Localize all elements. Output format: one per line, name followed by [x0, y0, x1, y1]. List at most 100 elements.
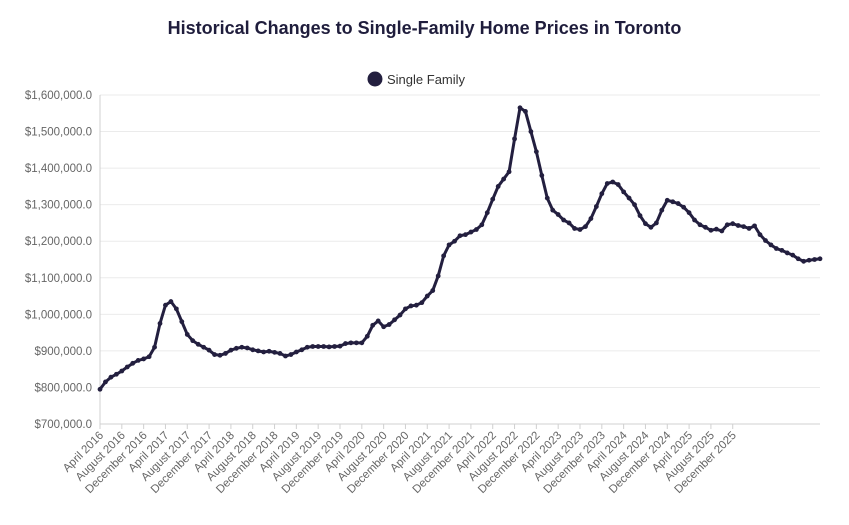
data-point[interactable] — [763, 238, 768, 243]
data-point[interactable] — [113, 371, 119, 377]
data-point[interactable] — [703, 224, 708, 230]
data-point[interactable] — [184, 332, 190, 337]
data-point[interactable] — [621, 189, 627, 195]
data-point[interactable] — [741, 224, 747, 230]
data-point[interactable] — [195, 341, 201, 347]
data-point[interactable] — [261, 349, 267, 355]
data-point[interactable] — [293, 349, 299, 355]
data-point[interactable] — [332, 344, 337, 349]
data-point[interactable] — [452, 238, 457, 244]
data-point[interactable] — [599, 191, 605, 197]
data-point[interactable] — [343, 341, 348, 346]
data-point[interactable] — [495, 183, 501, 189]
data-point[interactable] — [353, 340, 359, 346]
data-point[interactable] — [375, 318, 381, 324]
data-point[interactable] — [364, 333, 370, 339]
data-point[interactable] — [152, 344, 157, 350]
data-point[interactable] — [326, 344, 332, 350]
data-point[interactable] — [441, 253, 447, 259]
data-point[interactable] — [632, 202, 637, 208]
data-point[interactable] — [626, 195, 632, 201]
data-point[interactable] — [517, 105, 523, 111]
data-point[interactable] — [103, 379, 108, 385]
data-point[interactable] — [348, 340, 354, 346]
data-point[interactable] — [724, 222, 730, 228]
data-point[interactable] — [141, 356, 147, 362]
data-point[interactable] — [135, 357, 141, 363]
data-point[interactable] — [435, 273, 441, 279]
data-point[interactable] — [397, 312, 403, 318]
data-point[interactable] — [512, 136, 517, 142]
data-point[interactable] — [244, 345, 250, 351]
legend-label[interactable]: Single Family — [387, 72, 466, 87]
data-point[interactable] — [539, 173, 545, 178]
data-point[interactable] — [119, 368, 125, 374]
data-point[interactable] — [315, 344, 321, 349]
data-point[interactable] — [228, 347, 234, 353]
data-point[interactable] — [653, 220, 659, 226]
data-point[interactable] — [381, 324, 387, 330]
data-point[interactable] — [664, 197, 670, 203]
data-point[interactable] — [146, 354, 152, 360]
data-point[interactable] — [746, 226, 752, 231]
data-point[interactable] — [490, 196, 496, 202]
data-point[interactable] — [168, 299, 174, 304]
data-point[interactable] — [577, 227, 583, 232]
data-point[interactable] — [163, 302, 168, 308]
data-point[interactable] — [659, 207, 665, 213]
data-point[interactable] — [506, 169, 512, 175]
data-point[interactable] — [528, 129, 534, 134]
data-point[interactable] — [272, 349, 277, 355]
data-point[interactable] — [681, 204, 687, 210]
data-point[interactable] — [593, 204, 599, 209]
data-point[interactable] — [223, 351, 228, 356]
data-point[interactable] — [719, 228, 725, 234]
data-point[interactable] — [817, 256, 823, 262]
data-point[interactable] — [304, 344, 310, 350]
data-point[interactable] — [588, 216, 594, 221]
data-point[interactable] — [523, 109, 528, 114]
data-point[interactable] — [708, 227, 714, 233]
data-point[interactable] — [713, 226, 719, 232]
data-point[interactable] — [566, 220, 572, 226]
data-point[interactable] — [637, 213, 643, 219]
data-point[interactable] — [408, 303, 414, 309]
data-point[interactable] — [752, 223, 757, 229]
data-point[interactable] — [321, 344, 327, 349]
data-point[interactable] — [779, 247, 785, 253]
data-point[interactable] — [501, 176, 507, 182]
data-point[interactable] — [572, 226, 577, 231]
data-point[interactable] — [266, 348, 272, 354]
data-point[interactable] — [479, 222, 485, 228]
data-point[interactable] — [768, 242, 774, 248]
data-point[interactable] — [790, 252, 796, 258]
data-point[interactable] — [604, 181, 610, 186]
data-point[interactable] — [201, 344, 207, 350]
data-point[interactable] — [648, 224, 654, 230]
data-point[interactable] — [773, 246, 779, 251]
data-point[interactable] — [757, 232, 763, 238]
data-point[interactable] — [255, 348, 261, 354]
data-point[interactable] — [544, 195, 550, 201]
data-point[interactable] — [473, 227, 479, 232]
data-point[interactable] — [812, 257, 817, 262]
data-point[interactable] — [277, 351, 283, 356]
data-point[interactable] — [735, 223, 741, 228]
data-point[interactable] — [359, 340, 365, 346]
data-point[interactable] — [157, 321, 163, 326]
data-point[interactable] — [801, 258, 807, 264]
data-point[interactable] — [468, 229, 474, 235]
data-point[interactable] — [337, 343, 343, 349]
data-point[interactable] — [610, 179, 616, 185]
data-point[interactable] — [583, 224, 588, 230]
data-point[interactable] — [392, 317, 397, 323]
data-point[interactable] — [692, 217, 697, 223]
data-point[interactable] — [550, 207, 556, 213]
data-point[interactable] — [288, 352, 294, 357]
data-point[interactable] — [370, 322, 376, 328]
data-point[interactable] — [675, 201, 681, 206]
data-point[interactable] — [795, 256, 801, 262]
data-point[interactable] — [97, 386, 103, 392]
data-point[interactable] — [217, 352, 223, 358]
data-point[interactable] — [299, 347, 305, 353]
